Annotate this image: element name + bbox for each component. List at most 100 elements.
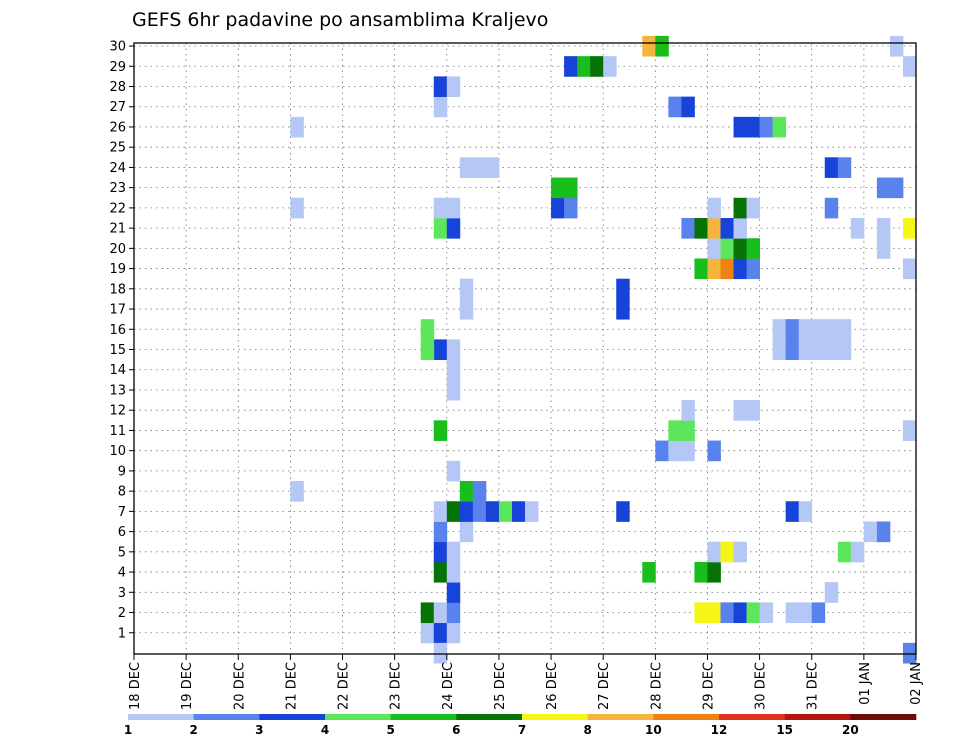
data-cell <box>551 177 565 199</box>
data-cell <box>707 238 721 259</box>
data-cell <box>772 116 787 138</box>
y-tick-label: 17 <box>109 303 126 318</box>
data-cell <box>433 420 448 441</box>
legend-label: 15 <box>776 723 793 737</box>
x-tick-label: 22 DEC <box>337 662 352 710</box>
data-cell <box>668 420 682 441</box>
data-cell <box>720 258 734 280</box>
data-cell <box>681 400 695 421</box>
y-axis-ticks: 1234567891011121314151617181920212223242… <box>109 40 134 641</box>
data-cell <box>785 339 800 361</box>
legend-label: 7 <box>518 723 526 737</box>
data-cell <box>837 339 852 361</box>
data-cells <box>290 35 917 664</box>
data-cell <box>824 157 839 178</box>
data-cell <box>798 501 813 522</box>
y-tick-label: 20 <box>109 242 126 257</box>
x-tick-label: 26 DEC <box>545 662 560 710</box>
y-tick-label: 10 <box>109 444 126 459</box>
data-cell <box>655 440 669 462</box>
data-cell <box>902 218 917 239</box>
data-cell <box>564 197 578 219</box>
y-tick-label: 23 <box>109 181 126 196</box>
data-cell <box>863 521 878 543</box>
data-cell <box>290 197 304 219</box>
data-cell <box>733 238 747 259</box>
y-tick-label: 3 <box>118 586 126 601</box>
data-cell <box>420 339 435 361</box>
data-cell <box>446 582 461 603</box>
data-cell <box>433 561 448 583</box>
legend-swatch <box>128 714 194 720</box>
data-cell <box>798 339 813 361</box>
data-cell <box>694 258 708 280</box>
legend-swatch <box>390 714 457 720</box>
x-tick-label: 20 DEC <box>232 662 247 710</box>
data-cell <box>433 622 448 644</box>
x-tick-label: 01 JAN <box>858 662 873 705</box>
data-cell <box>746 116 760 138</box>
y-tick-label: 2 <box>118 606 126 621</box>
legend-swatch <box>850 714 917 720</box>
data-cell <box>733 258 747 280</box>
data-cell <box>707 197 721 219</box>
y-tick-label: 5 <box>118 545 126 560</box>
data-cell <box>642 561 656 583</box>
data-cell <box>525 501 539 522</box>
data-cell <box>433 501 448 522</box>
data-cell <box>733 218 747 239</box>
data-cell <box>798 319 813 340</box>
data-cell <box>446 379 461 401</box>
y-tick-label: 16 <box>109 323 126 338</box>
data-cell <box>694 561 708 583</box>
legend-label: 20 <box>842 723 859 737</box>
legend-label: 1 <box>124 723 132 737</box>
data-cell <box>459 501 474 522</box>
data-cell <box>707 440 721 462</box>
x-tick-label: 29 DEC <box>701 662 716 710</box>
data-cell <box>733 400 747 421</box>
data-cell <box>824 197 839 219</box>
legend-label: 12 <box>711 723 728 737</box>
x-tick-label: 30 DEC <box>754 662 769 710</box>
legend-swatch <box>587 714 654 720</box>
data-cell <box>746 400 760 421</box>
data-cell <box>590 56 604 77</box>
data-cell <box>694 218 708 239</box>
data-cell <box>459 157 474 178</box>
data-cell <box>798 602 813 624</box>
data-cell <box>707 602 721 624</box>
y-tick-label: 15 <box>109 343 126 358</box>
data-cell <box>876 521 891 543</box>
y-tick-label: 26 <box>109 120 126 135</box>
y-tick-label: 19 <box>109 262 126 277</box>
data-cell <box>472 481 487 502</box>
y-tick-label: 13 <box>109 383 126 398</box>
data-cell <box>420 319 435 340</box>
data-cell <box>733 197 747 219</box>
data-cell <box>746 602 760 624</box>
data-cell <box>564 56 578 77</box>
data-cell <box>668 96 682 118</box>
legend-swatch <box>456 714 523 720</box>
data-cell <box>824 339 839 361</box>
data-cell <box>720 541 734 563</box>
data-cell <box>850 218 865 239</box>
data-cell <box>668 440 682 462</box>
y-tick-label: 22 <box>109 201 126 216</box>
data-cell <box>707 541 721 563</box>
data-cell <box>902 642 917 664</box>
data-cell <box>824 319 839 340</box>
data-cell <box>707 218 721 239</box>
legend-label: 2 <box>189 723 197 737</box>
data-cell <box>902 258 917 280</box>
y-tick-label: 11 <box>109 424 126 439</box>
data-cell <box>720 238 734 259</box>
data-cell <box>746 197 760 219</box>
data-cell <box>733 116 747 138</box>
data-cell <box>889 35 904 57</box>
data-cell <box>681 420 695 441</box>
data-cell <box>290 481 304 502</box>
x-tick-label: 02 JAN <box>909 662 924 705</box>
data-cell <box>446 339 461 361</box>
